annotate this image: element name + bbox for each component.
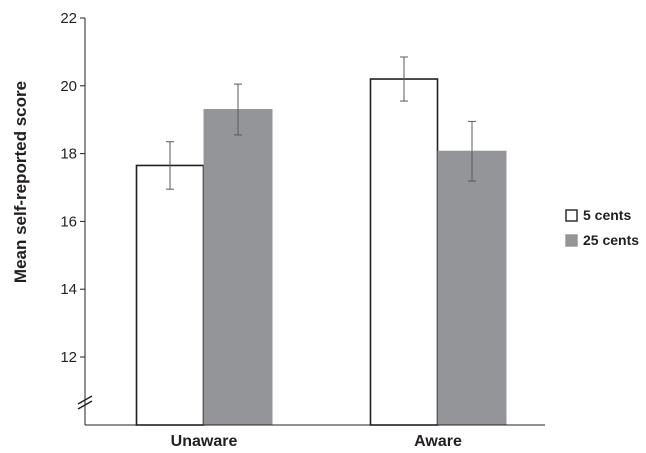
- legend-label: 5 cents: [583, 207, 631, 223]
- bars-layer: [135, 78, 507, 426]
- error-bars-layer: [166, 56, 476, 190]
- x-category-label: Aware: [414, 433, 462, 450]
- legend-item-5-cents: 5 cents: [565, 207, 631, 223]
- legend-label: 25 cents: [583, 232, 639, 248]
- y-tick-label: 20: [60, 78, 77, 95]
- y-tick-label: 22: [60, 10, 77, 27]
- y-tick-label: 12: [60, 349, 77, 366]
- bar-aware-25-cents: [437, 150, 507, 426]
- bar-aware-5-cents: [369, 78, 439, 426]
- error-bar-unaware-5-cents: [166, 141, 174, 190]
- y-tick-label: 18: [60, 146, 77, 163]
- bar-unaware-5-cents: [135, 164, 205, 426]
- legend-swatch: [565, 234, 578, 247]
- category-labels-layer: Unaware Aware: [171, 433, 462, 450]
- axis-break-mark: [77, 395, 93, 410]
- error-bar-aware-25-cents: [468, 120, 476, 182]
- legend-item-25-cents: 25 cents: [565, 232, 639, 248]
- y-ticks-layer: 12 14 16 18 20 22: [60, 10, 85, 366]
- x-category-label: Unaware: [171, 433, 238, 450]
- y-tick-label: 16: [60, 213, 77, 230]
- error-bar-aware-5-cents: [400, 56, 408, 102]
- legend-swatch: [565, 209, 578, 222]
- bar-unaware-25-cents: [203, 109, 273, 426]
- y-tick-label: 14: [60, 281, 77, 298]
- error-bar-unaware-25-cents: [234, 83, 242, 136]
- y-axis-title: Mean self-reported score: [11, 81, 30, 283]
- legend: 5 cents 25 cents: [565, 207, 639, 248]
